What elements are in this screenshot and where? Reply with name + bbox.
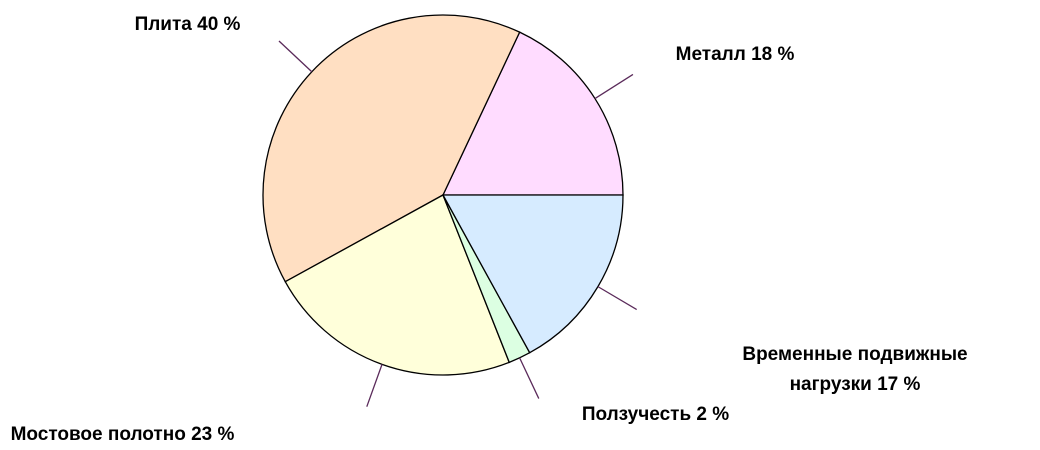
slice-label: Металл 18 % (640, 40, 830, 70)
leader-line (278, 40, 313, 73)
leader-line (366, 364, 383, 407)
pie-slice (441, 31, 624, 196)
category-name: Металл (675, 44, 746, 65)
slice-label: Ползучесть 2 % (548, 400, 763, 430)
value-label: 18 % (751, 44, 795, 65)
value-label: 23 % (191, 424, 235, 445)
slice-label: Мостовое полотно 23 % (0, 420, 245, 450)
leader-line (594, 73, 634, 100)
category-name: Временные подвижные нагрузки (742, 344, 968, 395)
leader-line (597, 286, 637, 311)
category-name: Ползучесть (581, 404, 692, 425)
value-label: 40 % (197, 14, 241, 35)
value-label: 2 % (696, 404, 730, 425)
leader-line (519, 357, 540, 399)
category-name: Мостовое полотно (10, 424, 186, 445)
slice-label: Временные подвижные нагрузки 17 % (730, 340, 980, 400)
pie-slice (441, 194, 624, 354)
pie-slice (262, 14, 521, 283)
value-label: 17 % (877, 374, 921, 395)
category-name: Плита (134, 14, 192, 35)
slice-label: Плита 40 % (100, 10, 275, 40)
